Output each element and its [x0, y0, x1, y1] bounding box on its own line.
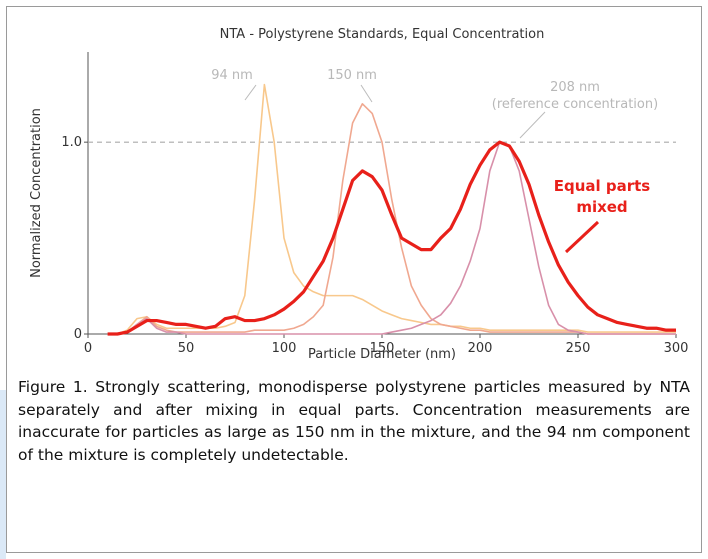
x-tick-label: 50 — [178, 341, 195, 356]
series-line — [107, 141, 676, 335]
annotation: 208 nm — [550, 80, 600, 95]
annotation: (reference concentration) — [492, 97, 658, 112]
annotation: Equal parts — [554, 177, 651, 195]
caption: Figure 1. Strongly scattering, monodispe… — [18, 378, 690, 464]
x-tick-label: 150 — [370, 341, 395, 356]
x-tick-label: 250 — [566, 341, 591, 356]
x-tick-label: 0 — [84, 341, 92, 356]
leader-line — [564, 220, 600, 254]
leader-line — [360, 84, 373, 103]
side-strip — [0, 390, 6, 559]
x-tick-label: 300 — [664, 341, 689, 356]
annotation: 150 nm — [327, 68, 377, 83]
y-tick-label: 0 — [74, 327, 82, 342]
chart-title: NTA - Polystyrene Standards, Equal Conce… — [220, 27, 545, 42]
x-tick-label: 200 — [468, 341, 493, 356]
x-tick-label: 100 — [272, 341, 297, 356]
annotation: mixed — [576, 198, 627, 216]
leader-line — [244, 84, 257, 101]
x-axis-label: Particle Diameter (nm) — [308, 347, 456, 362]
series-line — [107, 140, 676, 336]
figure-border — [6, 6, 702, 553]
leader-line — [519, 111, 546, 139]
y-axis-label: Normalized Concentration — [29, 108, 44, 278]
annotation: 94 nm — [211, 68, 253, 83]
y-tick-label: 1.0 — [61, 135, 82, 150]
